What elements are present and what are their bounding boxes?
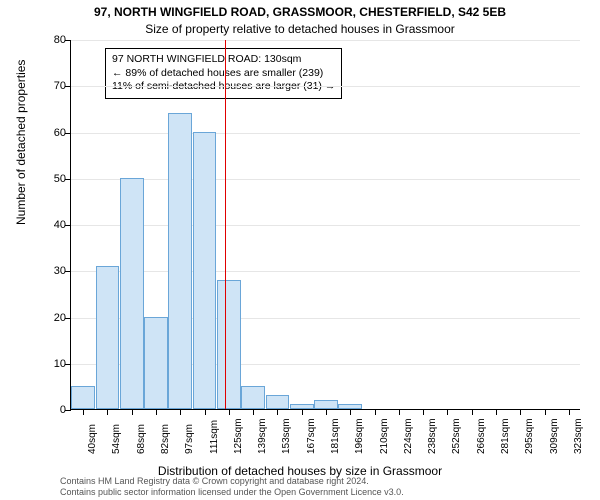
histogram-bar xyxy=(193,132,217,410)
x-tick-label: 196sqm xyxy=(354,418,365,454)
x-tick xyxy=(423,409,424,415)
y-tick-label: 80 xyxy=(26,34,66,46)
footer-line2: Contains public sector information licen… xyxy=(60,487,580,498)
x-tick-label: 54sqm xyxy=(111,424,122,454)
x-tick-label: 210sqm xyxy=(379,418,390,454)
y-tick-label: 30 xyxy=(26,265,66,277)
plot-area: 97 NORTH WINGFIELD ROAD: 130sqm ← 89% of… xyxy=(70,40,580,410)
x-tick-label: 139sqm xyxy=(257,418,268,454)
x-tick xyxy=(205,409,206,415)
gridline xyxy=(71,179,580,180)
y-tick-label: 20 xyxy=(26,312,66,324)
x-tick-label: 167sqm xyxy=(306,418,317,454)
y-tick-label: 60 xyxy=(26,127,66,139)
x-tick xyxy=(496,409,497,415)
histogram-bar xyxy=(144,317,168,410)
x-tick-label: 252sqm xyxy=(451,418,462,454)
gridline xyxy=(71,133,580,134)
histogram-bar xyxy=(96,266,120,409)
annotation-box: 97 NORTH WINGFIELD ROAD: 130sqm ← 89% of… xyxy=(105,48,342,99)
x-tick xyxy=(180,409,181,415)
histogram-bar xyxy=(217,280,241,410)
x-tick-label: 82sqm xyxy=(160,424,171,454)
histogram-bar xyxy=(241,386,265,409)
x-tick xyxy=(447,409,448,415)
x-tick-label: 281sqm xyxy=(500,418,511,454)
plot-inner: 97 NORTH WINGFIELD ROAD: 130sqm ← 89% of… xyxy=(70,40,580,410)
x-tick-label: 224sqm xyxy=(403,418,414,454)
chart-subtitle: Size of property relative to detached ho… xyxy=(0,22,600,36)
histogram-bar xyxy=(120,178,144,409)
footer: Contains HM Land Registry data © Crown c… xyxy=(60,476,580,499)
y-tick-label: 10 xyxy=(26,358,66,370)
histogram-bar xyxy=(71,386,95,409)
x-tick-label: 97sqm xyxy=(184,424,195,454)
gridline xyxy=(71,271,580,272)
x-tick xyxy=(399,409,400,415)
y-tick-label: 0 xyxy=(26,404,66,416)
x-tick xyxy=(253,409,254,415)
x-tick-label: 111sqm xyxy=(209,420,220,454)
x-tick xyxy=(326,409,327,415)
x-tick-label: 266sqm xyxy=(476,418,487,454)
y-tick-label: 70 xyxy=(26,80,66,92)
x-tick-label: 238sqm xyxy=(427,418,438,454)
x-tick xyxy=(350,409,351,415)
x-tick xyxy=(520,409,521,415)
annotation-line1: 97 NORTH WINGFIELD ROAD: 130sqm xyxy=(112,53,335,67)
x-tick xyxy=(472,409,473,415)
x-tick xyxy=(107,409,108,415)
gridline xyxy=(71,40,580,41)
histogram-bar xyxy=(168,113,192,409)
x-tick xyxy=(132,409,133,415)
x-tick xyxy=(302,409,303,415)
gridline xyxy=(71,225,580,226)
x-tick-label: 68sqm xyxy=(136,424,147,454)
x-tick xyxy=(375,409,376,415)
x-tick-label: 125sqm xyxy=(233,418,244,454)
x-tick xyxy=(229,409,230,415)
x-tick xyxy=(277,409,278,415)
x-tick-label: 153sqm xyxy=(281,418,292,454)
histogram-bar xyxy=(266,395,290,409)
x-tick-label: 295sqm xyxy=(524,418,535,454)
x-tick xyxy=(83,409,84,415)
x-tick xyxy=(545,409,546,415)
chart-title-address: 97, NORTH WINGFIELD ROAD, GRASSMOOR, CHE… xyxy=(0,5,600,19)
histogram-bar xyxy=(314,400,338,409)
x-tick xyxy=(156,409,157,415)
chart-container: 97, NORTH WINGFIELD ROAD, GRASSMOOR, CHE… xyxy=(0,0,600,500)
x-tick xyxy=(569,409,570,415)
x-tick-label: 181sqm xyxy=(330,418,341,454)
gridline xyxy=(71,86,580,87)
footer-line1: Contains HM Land Registry data © Crown c… xyxy=(60,476,580,487)
y-tick-label: 40 xyxy=(26,219,66,231)
y-tick-label: 50 xyxy=(26,173,66,185)
x-tick-label: 309sqm xyxy=(549,418,560,454)
x-tick-label: 40sqm xyxy=(87,424,98,454)
annotation-line2: ← 89% of detached houses are smaller (23… xyxy=(112,67,335,81)
marker-vline xyxy=(225,40,226,409)
x-tick-label: 323sqm xyxy=(573,418,584,454)
